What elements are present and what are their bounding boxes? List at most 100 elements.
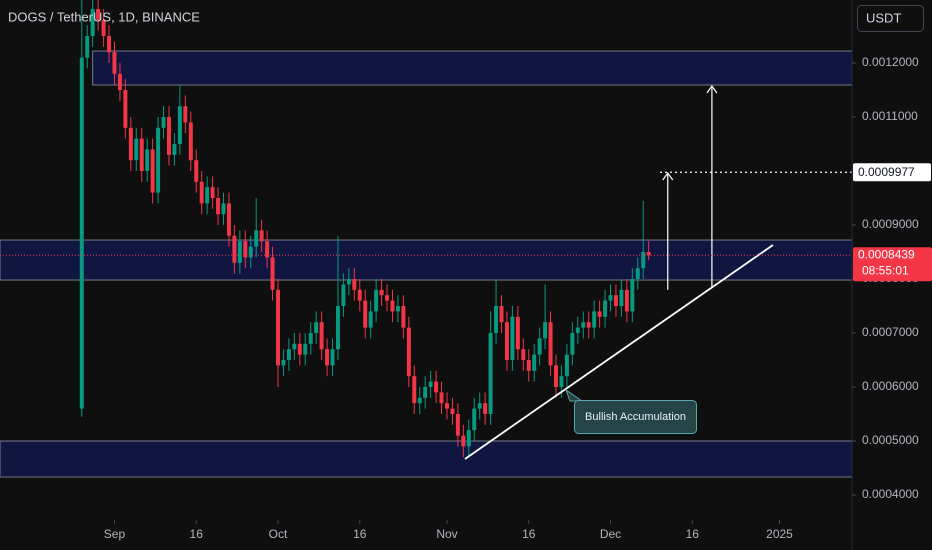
candle-body: [325, 349, 330, 366]
plot-area: [0, 0, 853, 478]
candle-body: [526, 360, 531, 371]
candle-body: [346, 279, 351, 285]
candle-body: [194, 160, 199, 182]
candle-body: [368, 311, 373, 328]
candle-body: [85, 36, 90, 58]
y-tick-label: 0.0011000: [862, 109, 918, 123]
candle-body: [559, 376, 564, 388]
candle-body: [259, 230, 264, 242]
candle-body: [226, 203, 231, 236]
candle-body: [635, 268, 640, 280]
candle-body: [434, 381, 439, 393]
zone: [0, 440, 853, 478]
candle-body: [117, 73, 122, 91]
arrow-head: [662, 171, 674, 181]
x-tick-label: Oct: [269, 527, 288, 541]
candle-body: [341, 284, 346, 307]
target-price-box: [853, 163, 931, 182]
y-tick-label: 0.0012000: [862, 55, 919, 69]
candle-body: [395, 306, 400, 312]
currency-label[interactable]: USDT: [866, 10, 901, 25]
candle-body: [390, 300, 395, 312]
candle-body: [314, 322, 319, 334]
candle-body: [199, 181, 204, 204]
candle-body: [265, 241, 270, 258]
y-tick-label: 0.0009000: [862, 217, 919, 231]
last-price-label: 0.0008439: [858, 247, 915, 261]
candle-body: [532, 354, 537, 371]
candle-body: [363, 300, 368, 328]
candle-body: [608, 295, 613, 301]
candle-body: [319, 322, 324, 350]
candle-body: [488, 333, 493, 415]
candle-body: [308, 333, 313, 344]
candle-body: [276, 289, 281, 366]
candle-body: [286, 349, 291, 361]
candle-body: [581, 322, 586, 328]
x-tick-label: Nov: [436, 527, 457, 541]
candle-body: [385, 295, 390, 301]
x-tick-label: Sep: [104, 527, 126, 541]
candle-body: [510, 316, 515, 361]
candle-body: [619, 289, 624, 307]
candle-body: [303, 343, 308, 355]
candle-body: [112, 52, 117, 74]
candle-body: [90, 9, 95, 37]
candle-body: [630, 279, 635, 312]
candle-body: [466, 430, 471, 447]
candle-body: [613, 295, 618, 307]
candle-body: [570, 333, 575, 355]
annotation-box: [574, 400, 697, 434]
candle-body: [188, 122, 193, 161]
candle-body: [646, 252, 651, 256]
candle-body: [123, 90, 128, 128]
candle-body: [472, 408, 477, 431]
candle-body: [205, 187, 210, 204]
candle-body: [450, 408, 455, 415]
candle-body: [357, 289, 362, 301]
zone: [0, 239, 853, 281]
x-tick-label: 16: [522, 527, 536, 541]
candle-body: [221, 203, 226, 215]
candle-body: [243, 241, 248, 258]
candle-body: [586, 322, 591, 328]
candle-body: [139, 138, 144, 172]
zone: [92, 50, 853, 86]
arrow-head: [706, 84, 718, 94]
candle-body: [412, 376, 417, 404]
candle-body: [592, 311, 597, 328]
candle-body: [79, 57, 84, 409]
candle-body: [624, 289, 629, 312]
y-tick-label: 0.0005000: [862, 433, 919, 447]
candle-body: [335, 306, 340, 350]
x-tick-label: 2025: [766, 527, 793, 541]
candle-body: [543, 322, 548, 339]
candle-body: [406, 327, 411, 377]
currency-button[interactable]: [857, 5, 924, 32]
candle-body: [281, 360, 286, 366]
candle-body: [575, 327, 580, 334]
candle-body: [379, 289, 384, 296]
trend-line: [464, 244, 774, 460]
candle-body: [603, 300, 608, 317]
target-price-label: 0.0009977: [858, 165, 915, 179]
candle-body: [216, 198, 221, 215]
candle-body: [161, 117, 166, 128]
candle-body: [439, 392, 444, 404]
candle-body: [641, 252, 646, 269]
candle-body: [417, 397, 422, 404]
candle-body: [597, 311, 602, 317]
candle-body: [461, 435, 466, 447]
candle-body: [537, 338, 542, 355]
chart-title: DOGS / TetherUS, 1D, BINANCE: [8, 9, 200, 24]
candle-body: [166, 117, 171, 155]
countdown: 08:55:01: [862, 263, 909, 277]
candle-body: [483, 403, 488, 415]
candle-body: [521, 349, 526, 361]
candle-body: [134, 138, 139, 161]
candle-body: [428, 381, 433, 388]
candle-body: [156, 127, 161, 193]
candle-body: [499, 306, 504, 323]
